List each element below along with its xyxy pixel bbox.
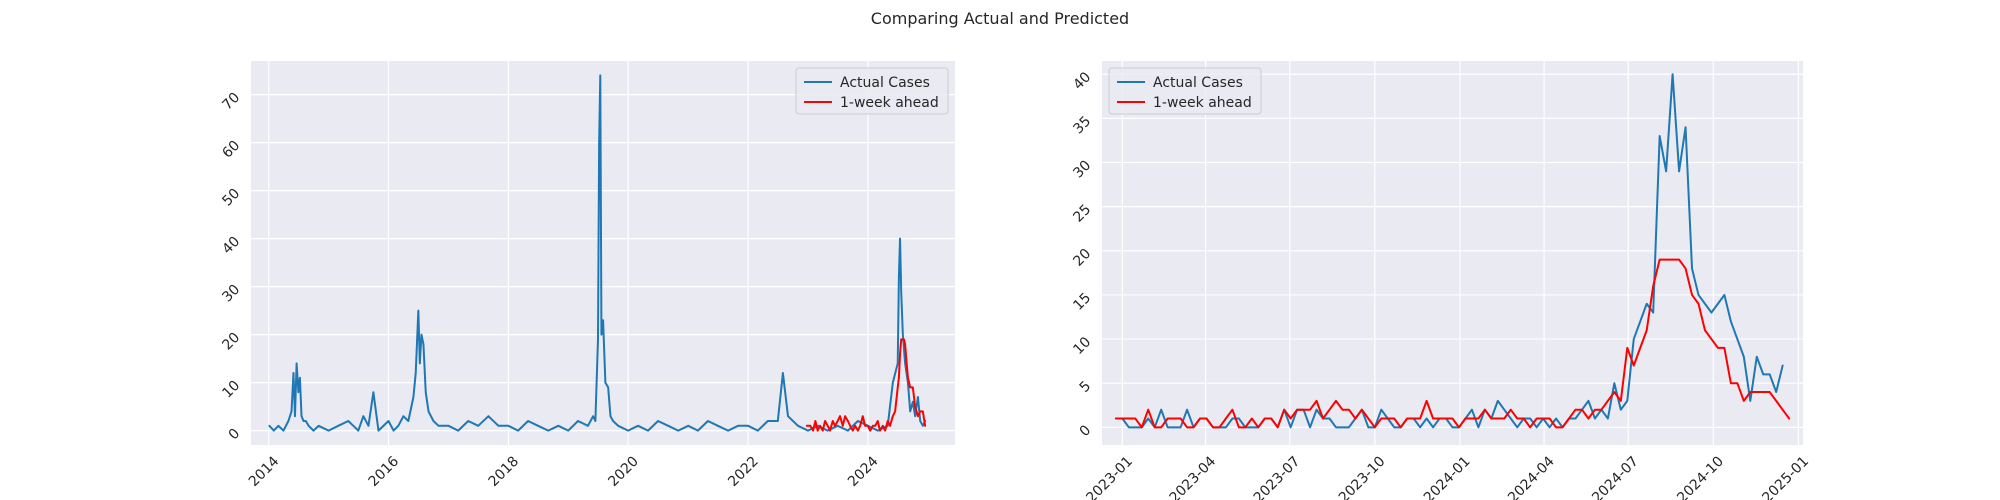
x-tick-label: 2014 <box>246 453 283 490</box>
x-tick-label: 2023-01 <box>1083 453 1136 500</box>
legend: Actual Cases 1-week ahead <box>1108 67 1262 115</box>
x-tick-label: 2023-07 <box>1251 453 1304 500</box>
x-tick-label: 2022 <box>725 453 762 490</box>
actual-cases-line <box>268 74 927 432</box>
legend-box <box>1108 67 1262 115</box>
plot-area <box>1102 61 1803 445</box>
y-tick-label: 40 <box>219 234 243 258</box>
x-tick-label: 2024-10 <box>1674 453 1727 500</box>
plot-area <box>251 61 955 445</box>
y-tick-label: 30 <box>219 282 243 306</box>
x-tick-label: 2023-10 <box>1336 453 1389 500</box>
y-tick-label: 10 <box>1070 334 1094 358</box>
x-tick-label: 2016 <box>366 453 403 490</box>
x-tick-label: 2024-01 <box>1421 453 1474 500</box>
y-tick-label: 0 <box>1077 422 1095 440</box>
y-tick-label: 0 <box>226 426 244 444</box>
legend-box <box>795 67 949 115</box>
y-tick-label: 15 <box>1070 290 1094 314</box>
legend-label: 1-week ahead <box>840 95 939 111</box>
x-tick-label: 2018 <box>486 453 523 490</box>
y-tick-label: 20 <box>1070 246 1094 270</box>
prediction-line <box>805 338 927 432</box>
left-chart: 2014 2016 2018 2020 2022 2024 0 10 20 30 40 50 60 70 A… <box>219 61 955 490</box>
legend: Actual Cases 1-week ahead <box>795 67 949 115</box>
x-tick-label: 2024-04 <box>1505 453 1558 500</box>
legend-label: Actual Cases <box>1153 75 1243 91</box>
x-tick-label: 2020 <box>605 453 642 490</box>
actual-cases-line <box>1114 73 1784 429</box>
right-chart: 2023-01 2023-04 2023-07 2023-10 2024-01 2024-… <box>1070 61 1812 500</box>
y-tick-label: 60 <box>219 138 243 162</box>
y-tick-label: 35 <box>1070 113 1094 137</box>
series-group <box>268 74 927 432</box>
y-tick-label: 10 <box>219 378 243 402</box>
x-tick-label: 2024 <box>845 453 882 490</box>
y-tick-label: 30 <box>1070 157 1094 181</box>
y-tick-label: 5 <box>1077 378 1095 396</box>
series-group <box>1114 73 1791 429</box>
y-tick-label: 40 <box>1070 69 1094 93</box>
y-tick-label: 25 <box>1070 202 1094 226</box>
x-tick-label: 2025-01 <box>1759 453 1812 500</box>
x-tick-label: 2023-04 <box>1167 453 1220 500</box>
legend-label: 1-week ahead <box>1153 95 1252 111</box>
x-tick-label: 2024-07 <box>1589 453 1642 500</box>
figure-title: Comparing Actual and Predicted <box>871 9 1129 28</box>
y-tick-label: 20 <box>219 330 243 354</box>
prediction-line <box>1114 258 1791 429</box>
y-tick-label: 50 <box>219 186 243 210</box>
legend-label: Actual Cases <box>840 75 930 91</box>
y-tick-label: 70 <box>219 90 243 114</box>
